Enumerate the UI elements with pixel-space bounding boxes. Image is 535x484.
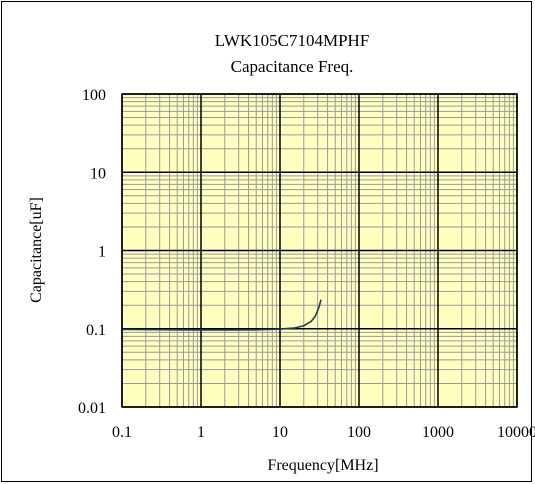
- y-axis-label: Capacitance[uF]: [28, 197, 45, 303]
- series-layer: [121, 299, 322, 331]
- y-tick-label: 100: [82, 87, 106, 104]
- y-tick-label: 0.01: [78, 400, 106, 417]
- chart-title: LWK105C7104MPHF: [215, 31, 370, 50]
- y-tick-label: 0.1: [86, 322, 106, 339]
- y-tick-label: 10: [90, 165, 106, 182]
- x-tick-label: 10: [272, 424, 288, 441]
- x-tick-label: 10000: [497, 424, 535, 441]
- x-tick-label: 1: [197, 424, 205, 441]
- y-tick-labels: 0.01 0.1 1 10 100: [78, 87, 106, 417]
- x-tick-labels: 0.1 1 10 100 1000 10000: [112, 424, 535, 441]
- capacitance-series-line: [121, 299, 322, 331]
- x-tick-label: 100: [347, 424, 371, 441]
- x-tick-label: 1000: [422, 424, 454, 441]
- x-tick-label: 0.1: [112, 424, 132, 441]
- plot-border: [121, 93, 518, 408]
- y-tick-label: 1: [98, 244, 106, 261]
- chart-subtitle: Capacitance Freq.: [231, 57, 354, 76]
- x-axis-label: Frequency[MHz]: [267, 457, 378, 474]
